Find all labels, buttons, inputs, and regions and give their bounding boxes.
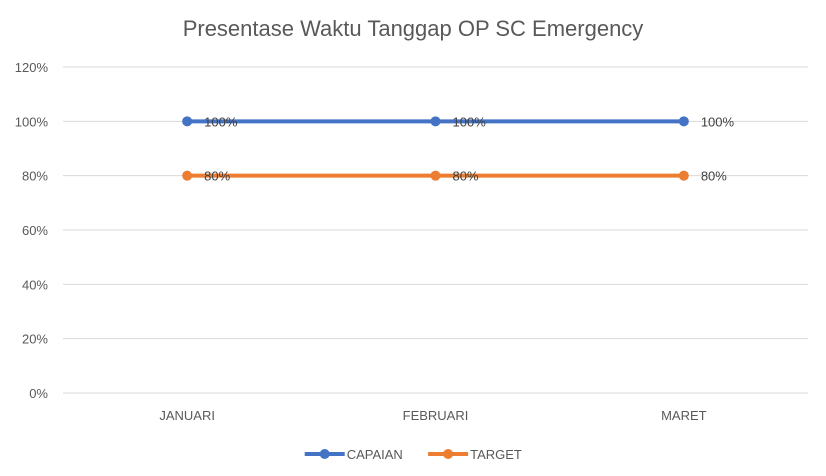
data-label: 80% [204, 169, 230, 184]
data-point [182, 170, 193, 181]
data-point [678, 170, 689, 181]
data-label: 100% [204, 114, 238, 129]
y-tick-label: 40% [22, 277, 48, 292]
data-label: 80% [701, 169, 727, 184]
legend-marker [319, 449, 330, 459]
x-tick-label: FEBRUARI [403, 408, 469, 423]
y-tick-label: 20% [22, 332, 48, 347]
data-point [430, 170, 441, 181]
y-tick-label: 120% [15, 60, 49, 75]
legend-label: CAPAIAN [347, 447, 403, 462]
y-tick-label: 0% [29, 386, 48, 401]
data-point [430, 116, 441, 127]
x-tick-label: JANUARI [159, 408, 215, 423]
data-label: 100% [701, 114, 735, 129]
y-tick-label: 60% [22, 223, 48, 238]
data-point [182, 116, 193, 127]
data-label: 80% [453, 169, 479, 184]
chart-title: Presentase Waktu Tanggap OP SC Emergency [182, 16, 644, 41]
y-tick-label: 100% [15, 114, 49, 129]
x-tick-label: MARET [661, 408, 707, 423]
data-point [678, 116, 689, 127]
data-label: 100% [453, 114, 487, 129]
legend-label: TARGET [470, 447, 522, 462]
legend-marker [443, 449, 454, 459]
y-tick-label: 80% [22, 169, 48, 184]
